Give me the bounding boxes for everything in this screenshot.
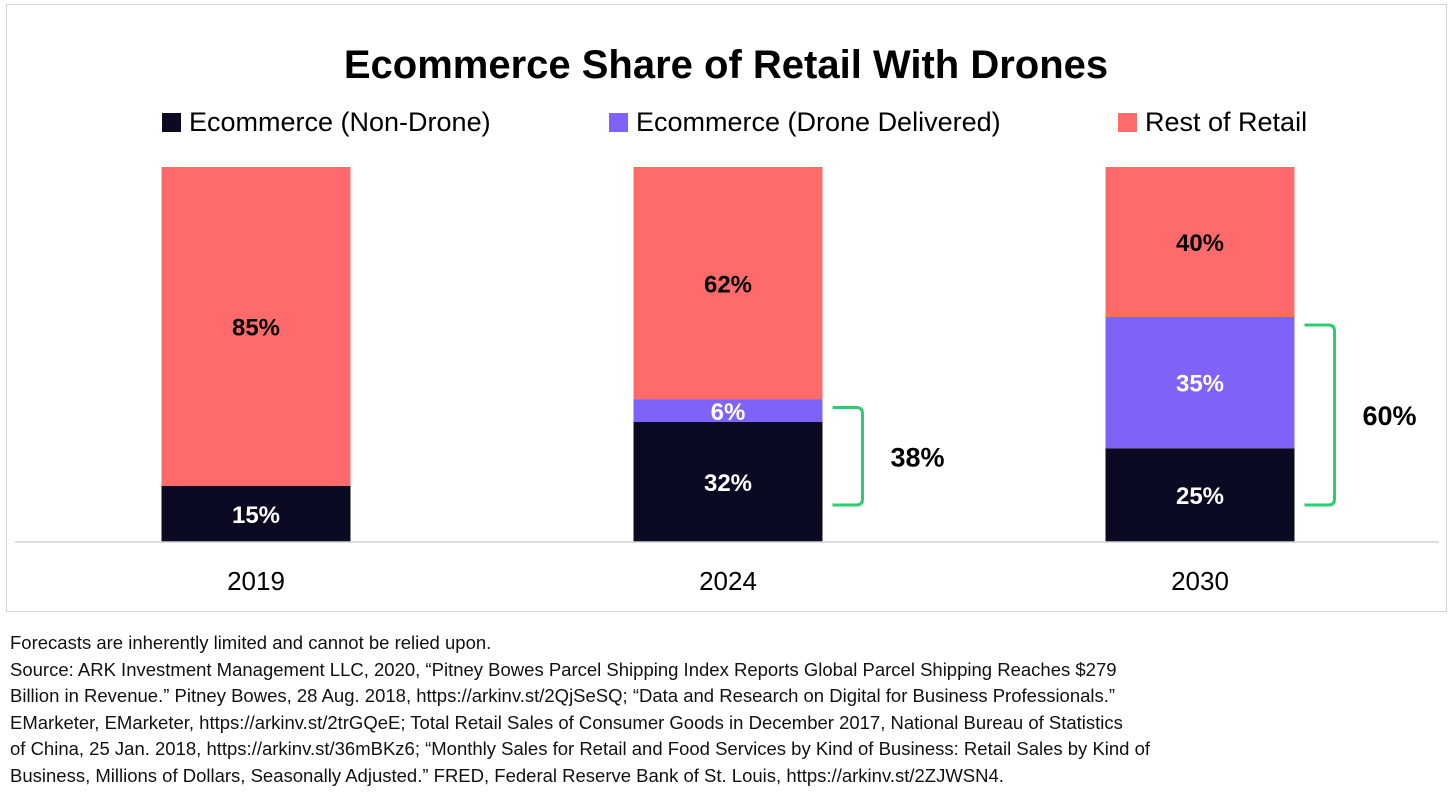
legend-label-rest-of-retail: Rest of Retail	[1145, 107, 1307, 137]
data-label-rest-of-retail-2024: 62%	[704, 271, 752, 298]
bracket-2024	[832, 406, 864, 507]
data-label-rest-of-retail-2030: 40%	[1176, 230, 1224, 257]
data-label-ecommerce-drone-2030: 35%	[1176, 371, 1224, 398]
data-label-ecommerce-drone-2024: 6%	[711, 399, 746, 426]
bar-segment-rest-of-retail-2024	[633, 167, 823, 400]
data-label-ecommerce-non-drone-2019: 15%	[232, 502, 280, 529]
legend: Ecommerce (Non-Drone) Ecommerce (Drone De…	[162, 107, 1307, 137]
brackets: 38% 60%	[832, 323, 1417, 507]
bracket-label-2024: 38%	[891, 442, 945, 472]
legend-swatch-ecommerce-non-drone	[162, 113, 181, 132]
legend-swatch-ecommerce-drone	[609, 113, 628, 132]
footnote-line: of China, 25 Jan. 2018, https://arkinv.s…	[10, 738, 1151, 760]
data-label-ecommerce-non-drone-2024: 32%	[704, 470, 752, 497]
footnotes: Forecasts are inherently limited and can…	[10, 630, 1446, 790]
bracket-2030	[1304, 323, 1336, 507]
footnote-line: Business, Millions of Dollars, Seasonall…	[10, 764, 1004, 786]
data-label-rest-of-retail-2019: 85%	[232, 314, 280, 341]
x-tick-label-2024: 2024	[699, 566, 757, 596]
bracket-label-2030: 60%	[1363, 401, 1417, 431]
chart-title: Ecommerce Share of Retail With Drones	[344, 43, 1108, 87]
bar-segment-ecommerce-drone-2024	[633, 399, 823, 422]
bar-segment-ecommerce-drone-2030	[1105, 317, 1295, 449]
data-label-ecommerce-non-drone-2030: 25%	[1176, 483, 1224, 510]
footnote-line: Forecasts are inherently limited and can…	[10, 632, 492, 653]
x-tick-label-2030: 2030	[1171, 566, 1229, 596]
legend-swatch-rest-of-retail	[1118, 113, 1137, 132]
x-axis-ticks: 2019 2024 2030	[227, 566, 1229, 596]
footnote-line: Billion in Revenue.” Pitney Bowes, 28 Au…	[10, 685, 1116, 707]
bars: 15% 85% 32% 6% 62% 25% 35% 40%	[161, 167, 1295, 542]
stacked-bar-chart: Ecommerce Share of Retail With Drones Ec…	[15, 43, 1439, 596]
footnote-line: Source: ARK Investment Management LLC, 2…	[10, 658, 1117, 680]
bar-segment-ecommerce-non-drone-2019	[161, 485, 351, 542]
bar-segment-rest-of-retail-2030	[1105, 167, 1295, 317]
bar-segment-ecommerce-non-drone-2030	[1105, 448, 1295, 542]
legend-label-ecommerce-non-drone: Ecommerce (Non-Drone)	[189, 107, 491, 137]
footnote-line: EMarketer, EMarketer, https://arkinv.st/…	[10, 711, 1123, 733]
x-tick-label-2019: 2019	[227, 566, 285, 596]
bar-segment-rest-of-retail-2019	[161, 167, 351, 486]
bar-segment-ecommerce-non-drone-2024	[633, 422, 823, 542]
legend-label-ecommerce-drone: Ecommerce (Drone Delivered)	[636, 107, 1001, 137]
chart-frame: Ecommerce Share of Retail With Drones Ec…	[6, 4, 1447, 612]
